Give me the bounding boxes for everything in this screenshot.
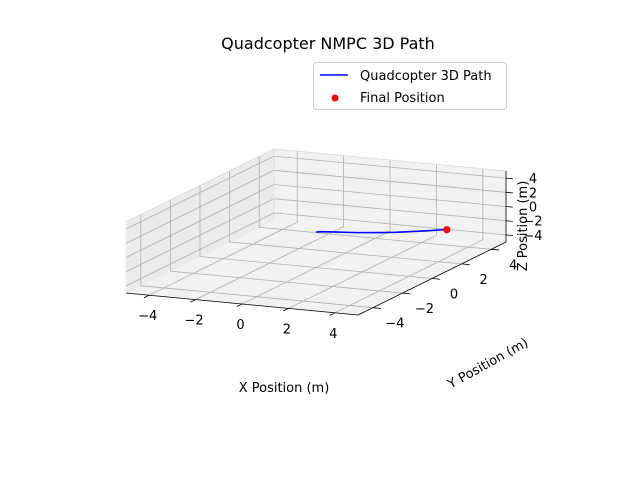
x-tick-mark <box>143 294 150 299</box>
axis-lines <box>125 171 513 316</box>
z-axis-label: Z Position (m) <box>516 181 531 272</box>
y-tick-label: 4 <box>509 258 517 273</box>
y-grid-line <box>258 156 492 250</box>
z-tick-label: 4 <box>529 172 537 187</box>
x-tick-label: −4 <box>138 309 157 324</box>
z-tick-mark <box>505 191 513 194</box>
y-tick-mark <box>431 278 441 280</box>
z-tick-label: 0 <box>529 201 537 216</box>
x-tick-label: −2 <box>185 314 204 329</box>
y-tick-mark <box>461 263 470 266</box>
y-tick-label: −2 <box>415 302 434 317</box>
y-tick-label: 0 <box>450 288 458 303</box>
y-grid-line <box>140 214 373 309</box>
z-tick-mark <box>505 220 513 222</box>
x-tick-label: 4 <box>329 327 337 342</box>
legend: Quadcopter 3D Path Final Position <box>313 62 507 110</box>
x-grid-line <box>241 160 391 305</box>
z-tick-label: −4 <box>523 229 542 244</box>
y-tick-mark <box>402 292 411 295</box>
x-axis-label: X Position (m) <box>239 381 330 396</box>
y-axis-label: Y Position (m) <box>445 336 532 393</box>
pane-edge <box>125 148 275 223</box>
x-grid-line <box>288 164 437 309</box>
x-grid-line <box>149 151 298 296</box>
z-tick-label: −2 <box>523 215 542 230</box>
legend-frame <box>313 62 507 110</box>
x-tick-mark <box>236 303 243 307</box>
x-tick-label: 0 <box>236 318 244 333</box>
y-grid-line <box>229 170 462 265</box>
x-tick-mark <box>283 308 289 312</box>
z-tick-mark <box>505 177 513 180</box>
y-grid-line <box>199 185 433 279</box>
legend-label-final: Final Position <box>360 91 445 106</box>
legend-marker-swatch <box>331 94 339 102</box>
z-tick-mark <box>505 206 513 208</box>
z-tick-mark <box>505 234 513 236</box>
final-position-marker <box>443 226 451 234</box>
x-grid-line <box>334 168 484 314</box>
y-tick-label: −4 <box>385 317 404 332</box>
data-layer <box>315 226 451 234</box>
y-grid-line <box>169 200 403 294</box>
x-tick-mark <box>190 299 196 303</box>
path-series-line <box>315 228 447 234</box>
y-tick-label: 2 <box>479 273 487 288</box>
pane-edge <box>273 148 507 172</box>
legend-label-path: Quadcopter 3D Path <box>360 69 492 84</box>
y-tick-mark <box>372 307 381 309</box>
x-grid-line <box>195 155 345 300</box>
x-tick-label: 2 <box>283 322 291 337</box>
z-tick-label: 2 <box>529 186 537 201</box>
x-tick-mark <box>329 312 335 316</box>
chart-title: Quadcopter NMPC 3D Path <box>221 34 435 53</box>
y-tick-mark <box>491 248 500 251</box>
